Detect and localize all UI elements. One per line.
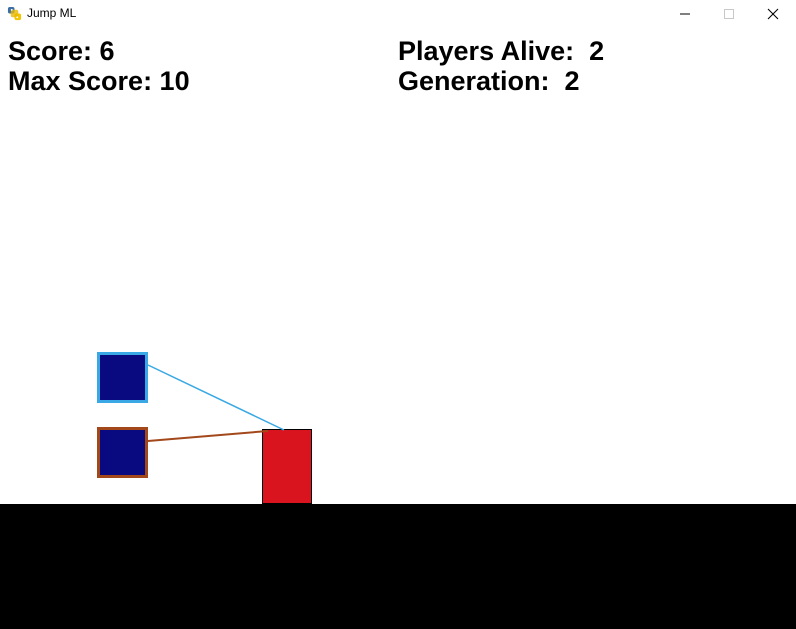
maximize-button[interactable] [706,0,752,28]
close-icon [767,8,779,20]
generation-label: Generation: 2 [398,66,580,96]
player-square [97,352,148,403]
maximize-icon [724,9,734,19]
player-2-sensor-line [147,430,269,442]
score-label: Score: 6 [8,36,115,66]
max-score-label: Max Score: 10 [8,66,190,96]
minimize-icon [680,13,690,15]
minimize-button[interactable] [662,0,708,28]
ground [0,504,796,629]
window-title: Jump ML [27,6,77,20]
title-bar[interactable]: Jump ML [0,0,796,28]
player-1-sensor-line [147,364,285,431]
obstacle [262,429,312,504]
players-alive-label: Players Alive: 2 [398,36,605,66]
python-icon [7,6,22,21]
close-button[interactable] [750,0,796,28]
player-square [97,427,148,478]
